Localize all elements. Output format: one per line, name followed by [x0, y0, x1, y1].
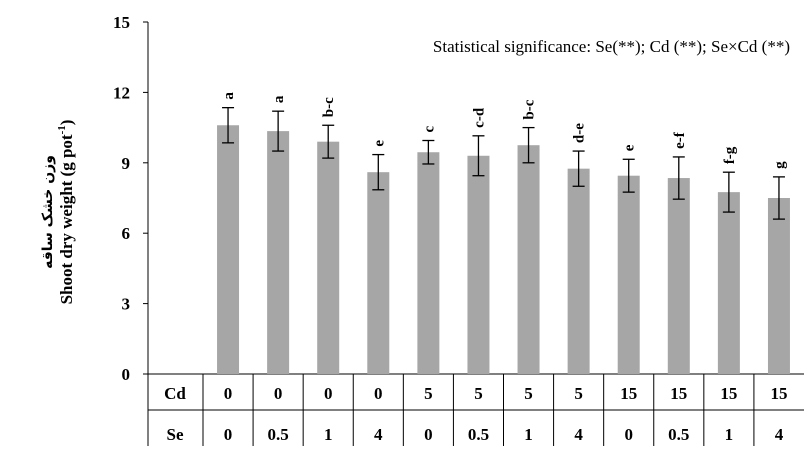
cd-level-label: 5 [574, 384, 583, 403]
se-level-label: 1 [324, 425, 333, 444]
cd-level-label: 5 [424, 384, 433, 403]
significance-letter: c-d [471, 107, 487, 128]
bar [367, 172, 390, 374]
se-level-label: 0 [624, 425, 633, 444]
bar [467, 155, 490, 374]
bar [567, 168, 590, 374]
bar [267, 131, 290, 374]
cd-level-label: 0 [274, 384, 283, 403]
y-tick-label: 0 [122, 365, 131, 384]
bar [317, 141, 340, 374]
se-level-label: 0.5 [268, 425, 289, 444]
significance-letter: c [421, 126, 437, 133]
significance-letter: e [622, 144, 638, 151]
significance-letter: b-c [321, 97, 337, 117]
bar [717, 192, 740, 374]
cd-level-label: 15 [670, 384, 687, 403]
y-tick-label: 6 [122, 224, 131, 243]
cd-level-label: 0 [374, 384, 383, 403]
bar [517, 145, 540, 374]
bar [667, 178, 690, 374]
significance-letter: d-e [572, 123, 588, 143]
y-tick-label: 3 [122, 295, 131, 314]
significance-annotation: Statistical significance: Se(**); Cd (**… [433, 37, 790, 56]
y-axis-label-english: Shoot dry weight (g pot-1) [56, 120, 76, 305]
significance-letter: b-c [522, 99, 538, 119]
cd-level-label: 15 [620, 384, 637, 403]
significance-letter: a [271, 95, 287, 103]
bar [417, 152, 440, 374]
significance-letter: f-g [722, 146, 738, 164]
se-level-label: 1 [725, 425, 734, 444]
significance-letter: e-f [672, 131, 688, 149]
cd-level-label: 15 [720, 384, 737, 403]
significance-letter: g [772, 161, 788, 169]
bar [217, 125, 240, 375]
se-level-label: 0.5 [668, 425, 689, 444]
chart-frame [143, 21, 804, 446]
bar [617, 175, 640, 374]
row-header-se: Se [167, 425, 184, 444]
se-level-label: 4 [574, 425, 583, 444]
y-axis-label-persian: وزن خشک ساقه [40, 155, 56, 269]
y-tick-label: 15 [113, 13, 130, 32]
labels: 03691215a00a00.5b-c01e04c50c-d50.5b-c51d… [113, 13, 788, 444]
significance-letter: a [221, 92, 237, 100]
y-tick-label: 9 [122, 154, 131, 173]
bars [217, 107, 790, 375]
cd-level-label: 5 [524, 384, 533, 403]
se-level-label: 0 [224, 425, 233, 444]
row-header-cd: Cd [164, 384, 186, 403]
cd-level-label: 15 [770, 384, 787, 403]
y-axis-label: وزن خشک ساقه Shoot dry weight (g pot-1) [40, 120, 76, 305]
se-level-label: 4 [775, 425, 784, 444]
bar [767, 198, 790, 374]
cd-level-label: 0 [224, 384, 233, 403]
se-level-label: 4 [374, 425, 383, 444]
y-tick-label: 12 [113, 83, 130, 102]
cd-level-label: 5 [474, 384, 483, 403]
se-level-label: 0 [424, 425, 433, 444]
se-level-label: 0.5 [468, 425, 489, 444]
significance-letter: e [371, 140, 387, 147]
se-level-label: 1 [524, 425, 533, 444]
cd-level-label: 0 [324, 384, 333, 403]
